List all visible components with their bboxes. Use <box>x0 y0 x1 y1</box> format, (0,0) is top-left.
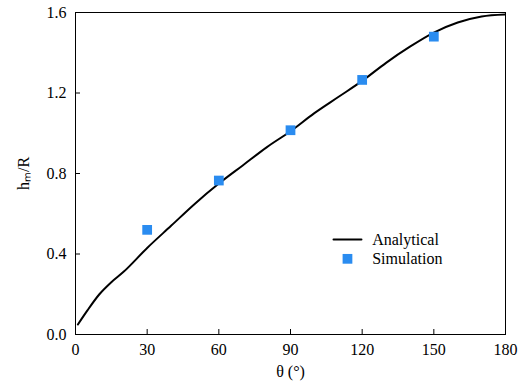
svg-text:150: 150 <box>422 341 446 358</box>
svg-text:30: 30 <box>139 341 155 358</box>
svg-text:180: 180 <box>494 341 518 358</box>
svg-text:120: 120 <box>350 341 374 358</box>
svg-text:60: 60 <box>211 341 227 358</box>
svg-text:0.4: 0.4 <box>47 245 67 262</box>
svg-text:0.8: 0.8 <box>47 165 67 182</box>
svg-text:90: 90 <box>283 341 299 358</box>
svg-text:1.6: 1.6 <box>47 4 67 21</box>
svg-text:Analytical: Analytical <box>372 231 439 249</box>
svg-text:hₘ/R: hₘ/R <box>15 157 32 190</box>
svg-text:θ (°): θ (°) <box>276 363 305 381</box>
svg-text:1.2: 1.2 <box>47 84 67 101</box>
svg-text:Simulation: Simulation <box>372 250 442 267</box>
svg-text:0.0: 0.0 <box>47 326 67 343</box>
svg-text:0: 0 <box>72 341 80 358</box>
